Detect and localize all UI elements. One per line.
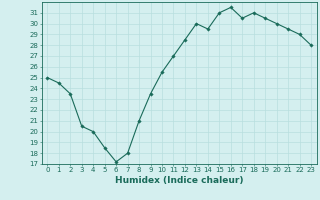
X-axis label: Humidex (Indice chaleur): Humidex (Indice chaleur) bbox=[115, 176, 244, 185]
